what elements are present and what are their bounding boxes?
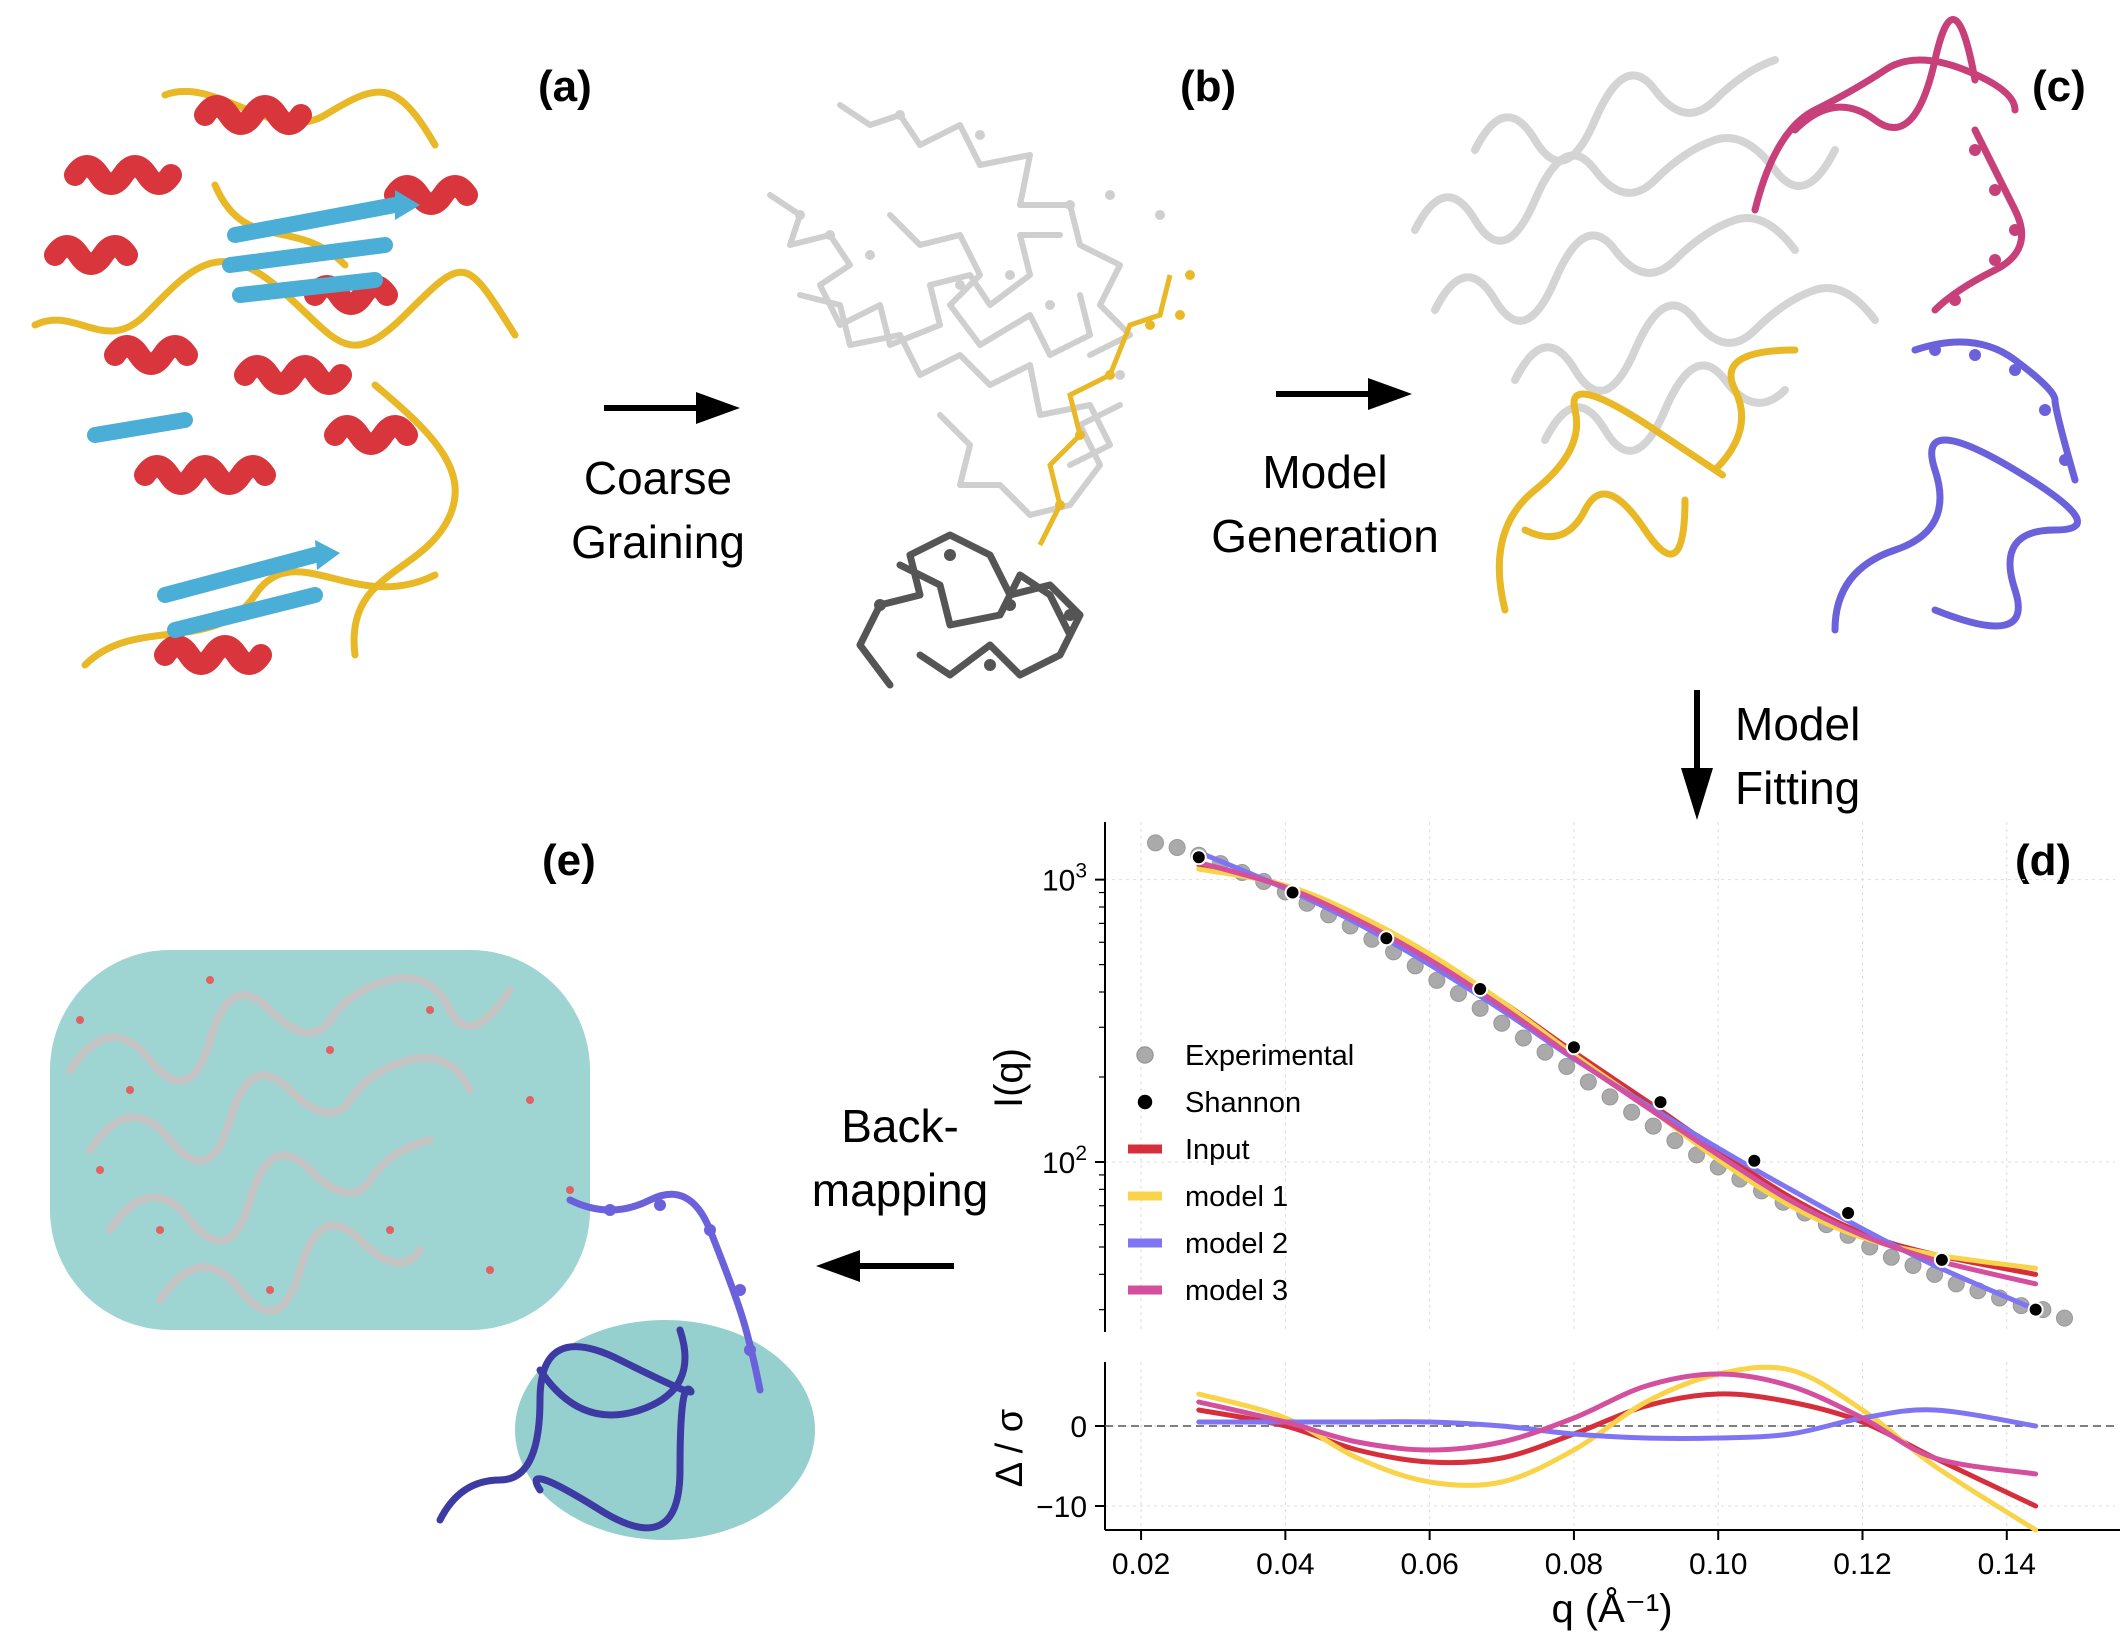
experimental-point-13 (1428, 971, 1446, 989)
shannon-point-2 (1378, 930, 1395, 947)
coarse-grained-b (767, 102, 1195, 689)
shannon-point-5 (1652, 1094, 1669, 1111)
coarse-graining-line2: Graining (571, 516, 745, 568)
arrow-down-icon (1681, 690, 1713, 820)
top-ytick-label-0: 102 (1042, 1142, 1087, 1180)
model-3-fit-line (1196, 859, 2039, 1287)
legend-swatch-experimental (1136, 1046, 1154, 1064)
model-3-residual-line (1196, 1371, 2039, 1477)
protein-cartoon-a (31, 87, 519, 675)
legend-label-model-2: model 2 (1185, 1228, 1288, 1260)
model-generation-line2: Generation (1211, 510, 1439, 562)
bottom-ytick-label-0: −10 (1036, 1491, 1087, 1524)
shannon-point-8 (1933, 1251, 1950, 1268)
backmapping-line2: mapping (811, 1164, 989, 1216)
legend-label-shannon: Shannon (1185, 1087, 1301, 1119)
arrow-right-icon-2 (1276, 378, 1412, 410)
experimental-point-24 (1666, 1132, 1684, 1150)
legend-swatch-shannon (1136, 1093, 1154, 1111)
panel-label-c: (c) (2032, 62, 2086, 111)
model-fitting-line2: Fitting (1735, 762, 1861, 814)
shannon-point-1 (1284, 884, 1301, 901)
xtick-label-0: 0.02 (1112, 1548, 1170, 1581)
xtick-label-2: 0.06 (1400, 1548, 1458, 1581)
panel-label-a: (a) (538, 62, 592, 111)
experimental-point-1 (1168, 838, 1186, 856)
bottom-y-label: Δ / σ (989, 1409, 1031, 1487)
model-fitting-label: Model Fitting (1735, 692, 1925, 820)
experimental-point-17 (1514, 1029, 1532, 1047)
bottom-grid (1105, 1362, 2115, 1530)
experimental-point-19 (1558, 1057, 1576, 1075)
experimental-point-34 (1882, 1248, 1900, 1266)
experimental-point-0 (1147, 834, 1164, 852)
model-fitting-line1: Model (1735, 698, 1861, 750)
experimental-point-15 (1471, 999, 1489, 1017)
xtick-label-6: 0.14 (1978, 1548, 2036, 1581)
legend-label-input: Input (1185, 1134, 1250, 1166)
experimental-point-42 (2056, 1309, 2073, 1327)
shannon-point-6 (1746, 1152, 1763, 1169)
bottom-y-ticks: −10 0 (1036, 1411, 1105, 1524)
shannon-point-7 (1840, 1204, 1857, 1221)
shannon-point-0 (1190, 849, 1207, 866)
top-y-label: I(q) (987, 1048, 1031, 1108)
model-generation-line1: Model (1262, 446, 1388, 498)
backmapped-structure-e (50, 950, 815, 1540)
x-axis-label: q (Å⁻¹) (1551, 1586, 1672, 1631)
experimental-point-20 (1579, 1073, 1597, 1091)
panel-label-b: (b) (1180, 62, 1237, 111)
experimental-point-22 (1623, 1103, 1641, 1121)
top-grid (1105, 822, 2115, 1332)
legend: Experimental Shannon Input model 1 model 2 mo… (1128, 1040, 1354, 1307)
model-generation-label: Model Generation (1190, 440, 1460, 568)
bottom-ytick-label-1: 0 (1070, 1411, 1087, 1444)
bottom-x-ticks: 0.02 0.04 0.06 0.08 0.10 0.12 0.14 (1112, 1530, 2036, 1581)
experimental-point-21 (1601, 1088, 1619, 1106)
top-ytick-label-1: 103 (1042, 860, 1087, 898)
legend-label-model-3: model 3 (1185, 1275, 1288, 1307)
shannon-point-9 (2027, 1301, 2044, 1318)
xtick-label-5: 0.12 (1833, 1548, 1891, 1581)
experimental-point-23 (1644, 1117, 1662, 1135)
backmapping-line1: Back- (841, 1100, 959, 1152)
legend-label-model-1: model 1 (1185, 1181, 1288, 1213)
top-y-ticks: 102 103 (1042, 860, 1105, 1311)
shannon-point-3 (1472, 980, 1489, 997)
coarse-graining-line1: Coarse (583, 452, 733, 504)
model-2-residual-line (1196, 1407, 2039, 1441)
panel-label-d: (d) (2015, 836, 2072, 885)
experimental-point-14 (1450, 985, 1467, 1003)
coarse-graining-label: Coarse Graining (548, 446, 768, 574)
xtick-label-1: 0.04 (1256, 1548, 1314, 1581)
experimental-point-16 (1493, 1014, 1511, 1032)
generated-model-c (1411, 16, 2081, 634)
model-1-residual-line (1196, 1364, 2039, 1533)
backmapping-label: Back- mapping (800, 1094, 1000, 1222)
top-series (1147, 834, 2073, 1327)
experimental-point-18 (1536, 1043, 1554, 1061)
saxs-fit-chart: 102 103 −10 0 0.02 0.04 0.06 0.08 0.10 0.12 0.14… (987, 822, 2120, 1631)
arrow-right-icon (604, 392, 740, 424)
arrow-left-icon (816, 1250, 954, 1282)
panel-label-e: (e) (542, 836, 596, 885)
bottom-series (1196, 1364, 2039, 1533)
xtick-label-4: 0.10 (1689, 1548, 1747, 1581)
legend-label-experimental: Experimental (1185, 1040, 1354, 1072)
xtick-label-3: 0.08 (1545, 1548, 1603, 1581)
shannon-point-4 (1565, 1039, 1582, 1056)
